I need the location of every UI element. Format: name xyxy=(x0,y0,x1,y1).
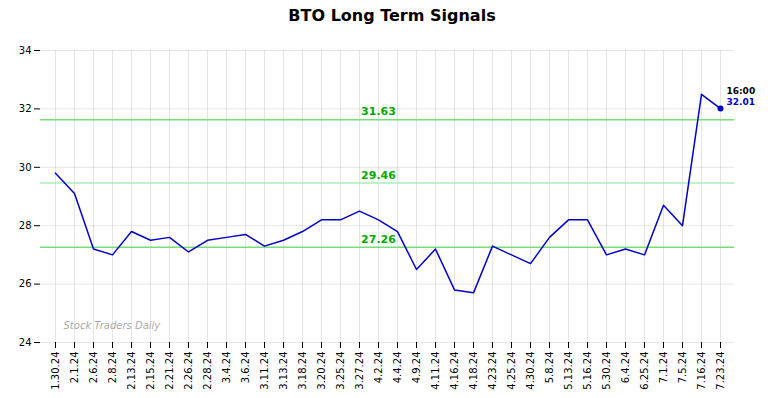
svg-text:3.25.24: 3.25.24 xyxy=(335,352,346,390)
svg-text:7.16.24: 7.16.24 xyxy=(696,352,707,390)
svg-text:3.11.24: 3.11.24 xyxy=(259,352,270,390)
svg-text:2.1.24: 2.1.24 xyxy=(69,352,80,384)
svg-text:4.11.24: 4.11.24 xyxy=(430,352,441,390)
svg-text:2.28.24: 2.28.24 xyxy=(202,352,213,390)
svg-text:4.25.24: 4.25.24 xyxy=(506,352,517,390)
svg-text:4.23.24: 4.23.24 xyxy=(487,352,498,390)
svg-text:1.30.24: 1.30.24 xyxy=(50,352,61,390)
svg-text:3.13.24: 3.13.24 xyxy=(278,352,289,390)
svg-text:2.8.24: 2.8.24 xyxy=(107,352,118,384)
svg-text:2.15.24: 2.15.24 xyxy=(145,352,156,390)
svg-text:29.46: 29.46 xyxy=(361,169,396,182)
svg-text:4.18.24: 4.18.24 xyxy=(468,352,479,390)
svg-text:28: 28 xyxy=(19,220,32,231)
svg-text:3.20.24: 3.20.24 xyxy=(316,352,327,390)
svg-text:16:00: 16:00 xyxy=(727,86,756,96)
svg-text:7.5.24: 7.5.24 xyxy=(677,352,688,384)
svg-text:6.25.24: 6.25.24 xyxy=(639,352,650,390)
svg-text:5.13.24: 5.13.24 xyxy=(563,352,574,390)
svg-text:32.01: 32.01 xyxy=(727,97,755,107)
svg-text:2.21.24: 2.21.24 xyxy=(164,352,175,390)
svg-text:4.9.24: 4.9.24 xyxy=(411,352,422,384)
svg-text:4.4.24: 4.4.24 xyxy=(392,352,403,384)
svg-text:3.6.24: 3.6.24 xyxy=(240,352,251,384)
svg-text:2.26.24: 2.26.24 xyxy=(183,352,194,390)
svg-text:34: 34 xyxy=(19,45,32,56)
svg-text:5.8.24: 5.8.24 xyxy=(544,352,555,384)
svg-text:27.26: 27.26 xyxy=(361,233,396,246)
svg-text:2.13.24: 2.13.24 xyxy=(126,352,137,390)
svg-text:3.4.24: 3.4.24 xyxy=(221,352,232,384)
svg-text:31.63: 31.63 xyxy=(361,105,396,118)
svg-text:4.16.24: 4.16.24 xyxy=(449,352,460,390)
svg-text:5.16.24: 5.16.24 xyxy=(582,352,593,390)
html-text:BTO Long Term Signals: BTO Long Term Signals xyxy=(288,6,496,25)
svg-text:2.6.24: 2.6.24 xyxy=(88,352,99,384)
svg-text:30: 30 xyxy=(19,162,32,173)
svg-text:32: 32 xyxy=(19,103,32,114)
svg-text:6.4.24: 6.4.24 xyxy=(620,352,631,384)
svg-text:4.2.24: 4.2.24 xyxy=(373,352,384,384)
svg-text:7.1.24: 7.1.24 xyxy=(658,352,669,384)
svg-text:26: 26 xyxy=(19,278,32,289)
svg-text:5.30.24: 5.30.24 xyxy=(601,352,612,390)
svg-text:3.27.24: 3.27.24 xyxy=(354,352,365,390)
svg-text:24: 24 xyxy=(19,337,32,348)
svg-text:Stock Traders Daily: Stock Traders Daily xyxy=(64,320,162,331)
svg-text:7.23.24: 7.23.24 xyxy=(715,352,726,390)
svg-text:4.30.24: 4.30.24 xyxy=(525,352,536,390)
svg-text:3.18.24: 3.18.24 xyxy=(297,352,308,390)
